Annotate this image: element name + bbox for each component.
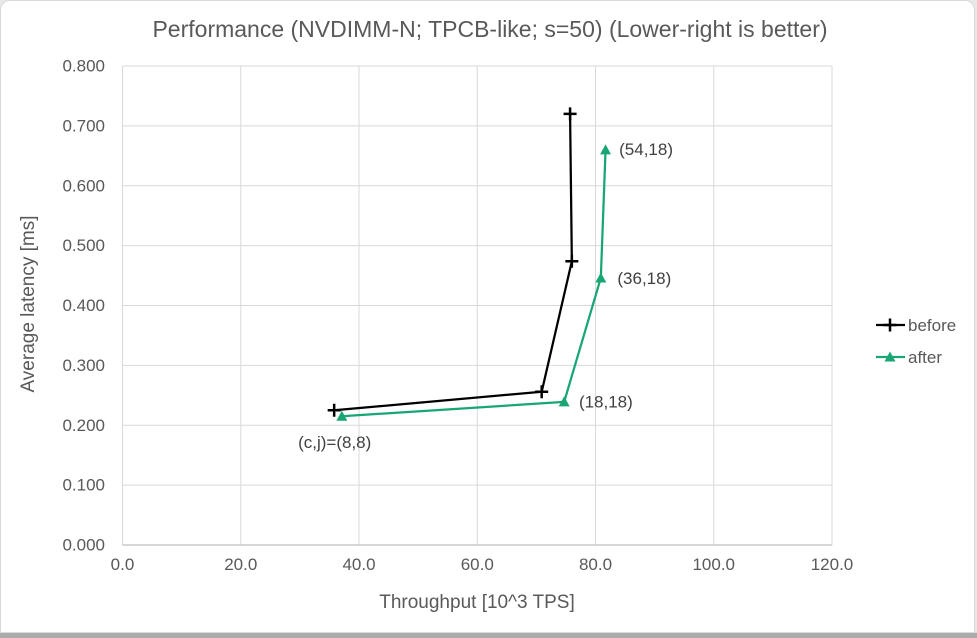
x-tick-label: 100.0: [692, 555, 735, 574]
marker-triangle-after: [558, 396, 570, 407]
legend-marker-plus: [883, 318, 897, 332]
point-annotation: (c,j)=(8,8): [298, 433, 371, 452]
y-tick-label: 0.200: [62, 416, 105, 435]
x-tick-label: 40.0: [342, 555, 375, 574]
y-axis-title: Average latency [ms]: [18, 215, 39, 392]
x-axis-title: Throughput [10^3 TPS]: [379, 592, 575, 613]
y-tick-label: 0.600: [62, 176, 105, 195]
y-tick-label: 0.700: [62, 116, 105, 135]
series-line-after: [341, 149, 607, 418]
marker-plus-before: [565, 254, 579, 268]
axis-layer: 0.0 20.0 40.0 60.0 80.0 100.0 120.0 0.000 0.100 0…: [62, 57, 853, 575]
legend-item-after: after: [876, 348, 942, 367]
y-tick-label: 0.400: [62, 296, 105, 315]
window-edge-strip: [0, 632, 977, 638]
grid-layer: [122, 65, 833, 546]
marker-plus-before: [327, 403, 341, 417]
marker-triangle-after: [336, 410, 348, 421]
legend: before after: [876, 316, 956, 367]
x-tick-label: 20.0: [224, 555, 257, 574]
marker-plus-before: [563, 107, 577, 121]
y-tick-label: 0.000: [62, 536, 105, 555]
marker-plus-before: [535, 385, 549, 399]
marker-triangle-after: [595, 272, 607, 283]
y-tick-label: 0.800: [62, 57, 105, 76]
point-annotation: (36,18): [617, 269, 671, 288]
x-tick-label: 0.0: [111, 555, 135, 574]
y-tick-label: 0.300: [62, 356, 105, 375]
series-line-before: [334, 113, 573, 412]
x-tick-label: 80.0: [579, 555, 612, 574]
series-layer: [327, 107, 612, 421]
legend-label: before: [908, 316, 956, 335]
chart-title: Performance (NVDIMM-N; TPCB-like; s=50) …: [152, 16, 827, 42]
legend-marker-triangle: [884, 351, 896, 362]
legend-label: after: [908, 348, 942, 367]
point-annotation: (18,18): [579, 392, 633, 411]
legend-item-before: before: [876, 316, 956, 335]
y-tick-label: 0.500: [62, 236, 105, 255]
annotation-layer: (54,18) (36,18) (18,18) (c,j)=(8,8): [298, 140, 673, 452]
marker-triangle-after: [600, 144, 612, 155]
x-tick-label: 120.0: [811, 555, 854, 574]
point-annotation: (54,18): [619, 140, 673, 159]
x-tick-label: 60.0: [461, 555, 494, 574]
y-tick-label: 0.100: [62, 476, 105, 495]
